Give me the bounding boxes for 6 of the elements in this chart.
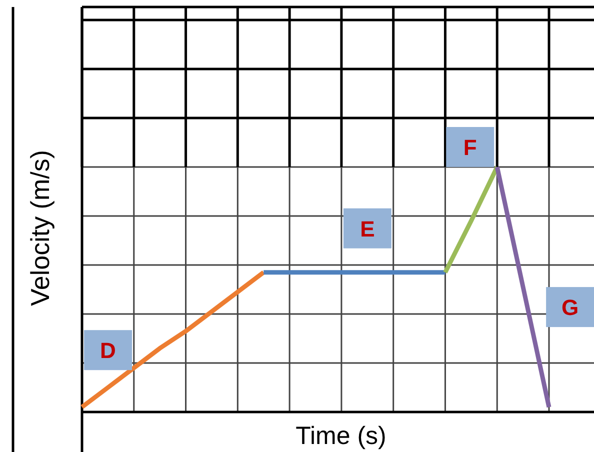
series-label: F — [463, 134, 477, 160]
series-label: E — [360, 216, 375, 242]
series-label: G — [561, 294, 579, 320]
x-axis-title: Time (s) — [296, 422, 386, 450]
series-label: D — [100, 338, 116, 364]
y-axis-title: Velocity (m/s) — [25, 150, 55, 306]
